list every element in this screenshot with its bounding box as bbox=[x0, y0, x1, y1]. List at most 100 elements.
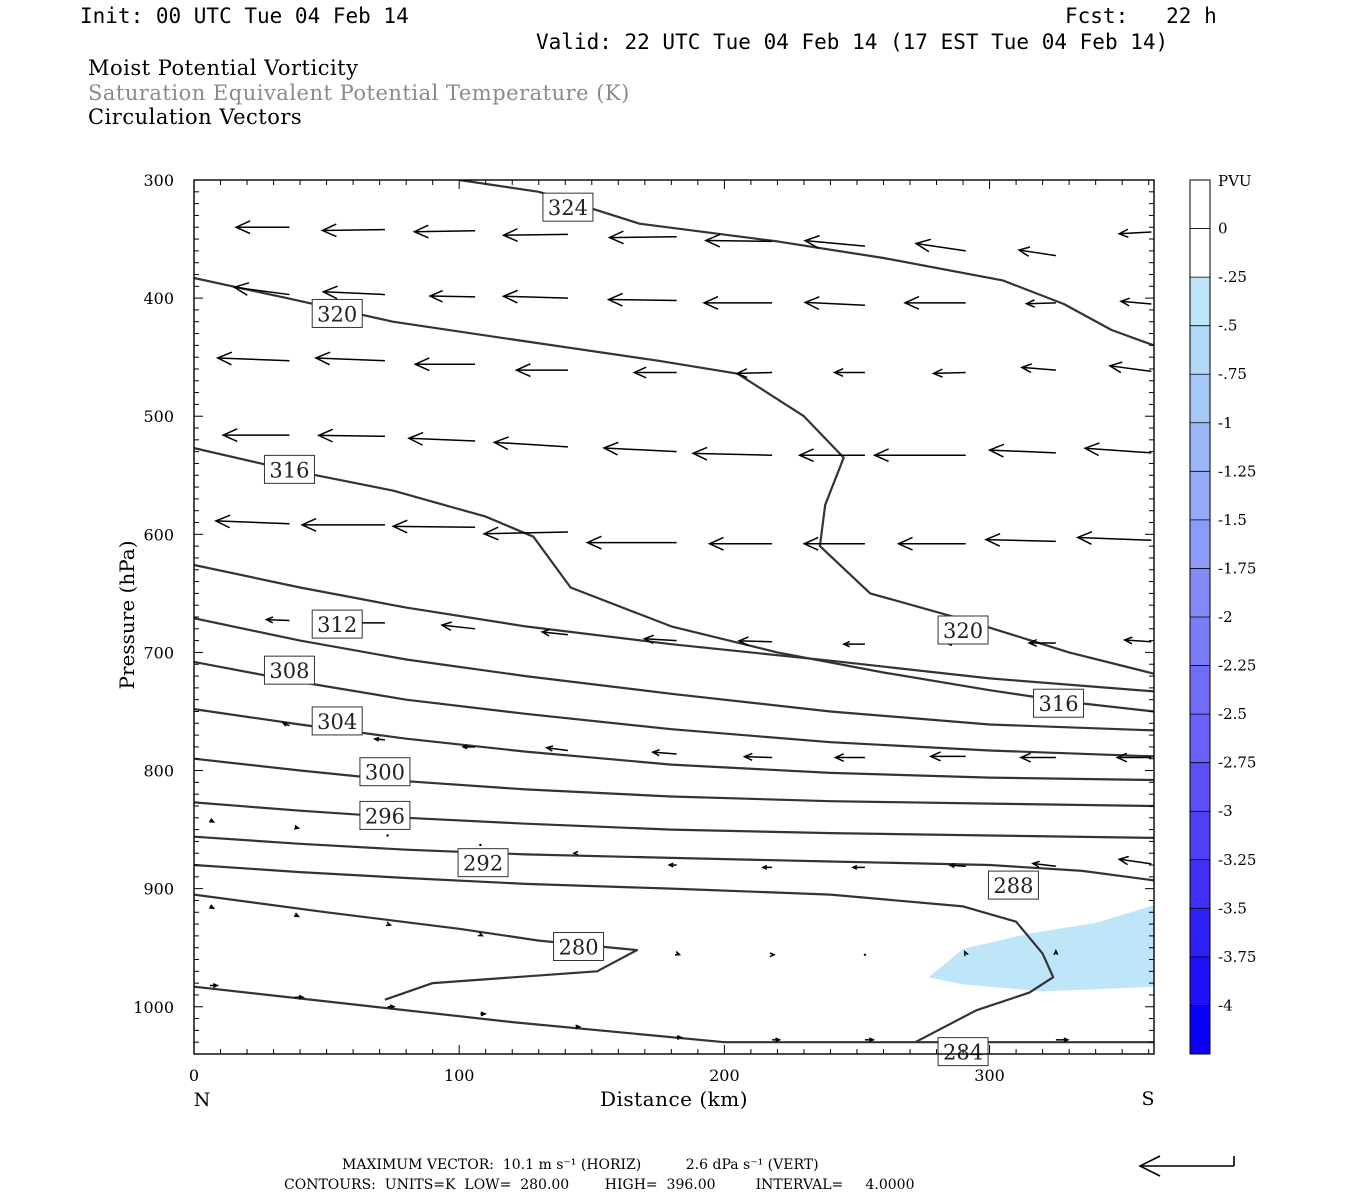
circulation-vector bbox=[501, 289, 568, 304]
circulation-vector bbox=[585, 535, 677, 550]
circulation-vector bbox=[803, 296, 865, 311]
circulation-vector bbox=[1115, 752, 1152, 763]
circulation-vector bbox=[761, 864, 773, 870]
circulation-vector bbox=[314, 351, 385, 366]
circulation-vector bbox=[544, 745, 569, 752]
circulation-vector bbox=[215, 351, 290, 366]
circulation-vector bbox=[300, 517, 385, 532]
circulation-vector bbox=[1083, 442, 1152, 457]
colorbar-swatch bbox=[1190, 277, 1210, 327]
colorbar-label: -3.25 bbox=[1218, 851, 1256, 869]
circulation-vector bbox=[540, 628, 569, 637]
circulation-vector bbox=[1075, 531, 1152, 545]
max-vector-note: MAXIMUM VECTOR: 10.1 m s⁻¹ (HORIZ) 2.6 d… bbox=[342, 1157, 819, 1173]
circulation-vector bbox=[984, 532, 1056, 547]
colorbar-label: -1.25 bbox=[1218, 462, 1256, 480]
y-tick-label: 800 bbox=[143, 762, 174, 781]
colorbar-label: -4 bbox=[1218, 996, 1233, 1014]
theta-es-contour-284 bbox=[194, 863, 1055, 1044]
colorbar-swatch bbox=[1190, 228, 1210, 278]
circulation-vector bbox=[320, 223, 385, 238]
circulation-vector bbox=[872, 448, 966, 463]
contour-label: 304 bbox=[311, 706, 363, 736]
contour-label: 308 bbox=[263, 655, 315, 685]
circulation-vector bbox=[691, 446, 773, 461]
circulation-vector bbox=[802, 536, 865, 551]
circulation-vector bbox=[606, 292, 677, 307]
circulation-vector bbox=[209, 818, 216, 823]
colorbar-label: -3.5 bbox=[1218, 899, 1247, 917]
reference-vector bbox=[1138, 1155, 1235, 1177]
circulation-vector bbox=[1019, 752, 1056, 763]
colorbar-swatch bbox=[1190, 422, 1210, 472]
circulation-vector bbox=[963, 950, 969, 957]
circulation-vector bbox=[1027, 638, 1056, 648]
circulation-vector bbox=[676, 1034, 684, 1040]
colorbar-swatch bbox=[1190, 956, 1210, 1006]
y-tick-label: 600 bbox=[143, 525, 174, 544]
negative-pv-region bbox=[928, 905, 1154, 992]
colorbar-label: -1.5 bbox=[1218, 511, 1247, 529]
colorbar-label: -1 bbox=[1218, 414, 1233, 432]
colorbar-title: PVU bbox=[1218, 172, 1252, 190]
circulation-vector bbox=[650, 748, 677, 757]
circulation-vector bbox=[386, 834, 389, 837]
contour-label: 316 bbox=[263, 454, 315, 484]
circulation-vector bbox=[742, 752, 773, 762]
circulation-vector bbox=[209, 904, 216, 910]
contour-label: 284 bbox=[937, 1037, 989, 1067]
circulation-vector bbox=[281, 722, 290, 727]
y-tick-label: 500 bbox=[143, 407, 174, 426]
circulation-vector bbox=[737, 636, 773, 646]
circulation-vector bbox=[1055, 1037, 1070, 1043]
colorbar-swatch bbox=[1190, 811, 1210, 861]
circulation-vector bbox=[1117, 855, 1152, 866]
circulation-vector bbox=[294, 824, 301, 830]
circulation-vector bbox=[387, 1004, 396, 1010]
contour-label: 280 bbox=[553, 932, 605, 962]
circulation-vector bbox=[928, 751, 966, 762]
circulation-vector bbox=[896, 536, 966, 551]
circulation-vector bbox=[572, 850, 579, 856]
svg-text:316: 316 bbox=[1038, 692, 1078, 716]
circulation-vector bbox=[407, 431, 476, 446]
circulation-vector bbox=[1053, 949, 1059, 956]
theta-es-contour-320 bbox=[194, 276, 1154, 675]
theta-es-contour-312 bbox=[194, 563, 1154, 693]
contour-label: 320 bbox=[311, 298, 363, 328]
colorbar-label: -2.25 bbox=[1218, 657, 1256, 675]
circulation-vector bbox=[492, 436, 568, 451]
colorbar-swatch bbox=[1190, 471, 1210, 521]
circulation-vector bbox=[514, 363, 568, 378]
colorbar-swatch bbox=[1190, 908, 1210, 958]
colorbar-swatch bbox=[1190, 762, 1210, 812]
circulation-vector bbox=[707, 536, 773, 551]
circulation-vector bbox=[769, 952, 776, 958]
circulation-vector bbox=[477, 931, 484, 937]
contour-label: 288 bbox=[987, 870, 1039, 900]
circulation-vector bbox=[316, 428, 385, 443]
circulation-vector bbox=[234, 220, 290, 235]
y-tick-label: 900 bbox=[143, 880, 174, 899]
circulation-vector bbox=[1024, 299, 1056, 308]
contour-label: 296 bbox=[359, 800, 411, 830]
circulation-vector bbox=[1017, 246, 1056, 257]
y-tick-label: 1000 bbox=[133, 998, 174, 1017]
colorbar-label: -.75 bbox=[1218, 365, 1247, 383]
circulation-vector bbox=[385, 921, 393, 927]
circulation-vector bbox=[864, 1037, 876, 1043]
svg-text:312: 312 bbox=[317, 613, 357, 637]
field-title-thetae: Saturation Equivalent Potential Temperat… bbox=[88, 81, 630, 105]
north-end-label: N bbox=[194, 1089, 211, 1111]
x-tick-label: 300 bbox=[974, 1066, 1005, 1085]
svg-text:292: 292 bbox=[463, 852, 503, 876]
contour-label: 300 bbox=[359, 757, 411, 787]
circulation-vector bbox=[948, 862, 966, 869]
colorbar-swatch bbox=[1190, 859, 1210, 909]
contour-label: 316 bbox=[1033, 688, 1085, 718]
circulation-vector bbox=[479, 843, 482, 847]
circulation-vector bbox=[221, 428, 290, 443]
circulation-vector bbox=[1031, 860, 1056, 868]
circulation-vector bbox=[607, 230, 677, 245]
